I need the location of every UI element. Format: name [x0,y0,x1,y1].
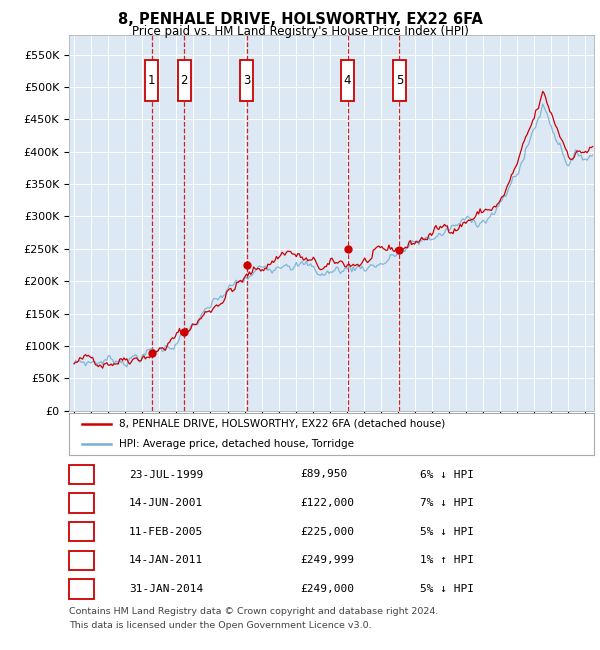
Text: 14-JAN-2011: 14-JAN-2011 [129,555,203,566]
FancyBboxPatch shape [145,60,158,101]
Text: Contains HM Land Registry data © Crown copyright and database right 2024.: Contains HM Land Registry data © Crown c… [69,607,439,616]
Text: £89,950: £89,950 [300,469,347,480]
FancyBboxPatch shape [341,60,354,101]
Text: £225,000: £225,000 [300,526,354,537]
Text: This data is licensed under the Open Government Licence v3.0.: This data is licensed under the Open Gov… [69,621,371,630]
Text: £249,000: £249,000 [300,584,354,594]
Text: 1% ↑ HPI: 1% ↑ HPI [420,555,474,566]
Text: 8, PENHALE DRIVE, HOLSWORTHY, EX22 6FA (detached house): 8, PENHALE DRIVE, HOLSWORTHY, EX22 6FA (… [119,419,445,429]
Text: 5% ↓ HPI: 5% ↓ HPI [420,584,474,594]
Text: 1: 1 [78,468,85,481]
Text: £249,999: £249,999 [300,555,354,566]
Text: 31-JAN-2014: 31-JAN-2014 [129,584,203,594]
Text: 8, PENHALE DRIVE, HOLSWORTHY, EX22 6FA: 8, PENHALE DRIVE, HOLSWORTHY, EX22 6FA [118,12,482,27]
Text: Price paid vs. HM Land Registry's House Price Index (HPI): Price paid vs. HM Land Registry's House … [131,25,469,38]
Text: 4: 4 [78,554,85,567]
Text: 7% ↓ HPI: 7% ↓ HPI [420,498,474,508]
Text: 6% ↓ HPI: 6% ↓ HPI [420,469,474,480]
Text: £122,000: £122,000 [300,498,354,508]
Text: 5: 5 [78,582,85,595]
Text: 14-JUN-2001: 14-JUN-2001 [129,498,203,508]
Text: 4: 4 [344,73,352,86]
Text: 23-JUL-1999: 23-JUL-1999 [129,469,203,480]
Text: 3: 3 [243,73,250,86]
Text: 3: 3 [78,525,85,538]
Text: 1: 1 [148,73,155,86]
Text: 11-FEB-2005: 11-FEB-2005 [129,526,203,537]
Text: 2: 2 [78,497,85,510]
Text: HPI: Average price, detached house, Torridge: HPI: Average price, detached house, Torr… [119,439,354,449]
FancyBboxPatch shape [240,60,253,101]
Text: 5: 5 [396,73,403,86]
FancyBboxPatch shape [393,60,406,101]
Text: 2: 2 [181,73,188,86]
FancyBboxPatch shape [178,60,191,101]
Text: 5% ↓ HPI: 5% ↓ HPI [420,526,474,537]
